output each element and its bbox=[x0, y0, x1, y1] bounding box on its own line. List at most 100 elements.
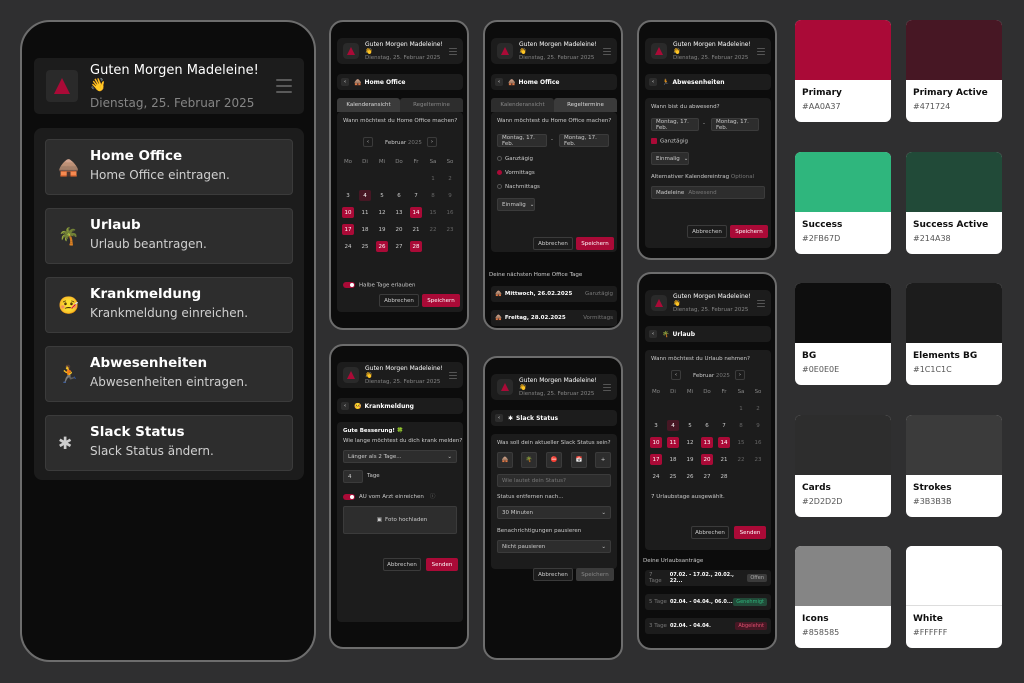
menu-item-home-office[interactable]: 🛖 Home Office Home Office eintragen. bbox=[45, 139, 293, 195]
back-arrow-icon[interactable]: ‹ bbox=[495, 414, 503, 422]
tab-calendar-view[interactable]: Kalenderansicht bbox=[491, 98, 554, 112]
calendar-day[interactable]: 2 bbox=[756, 405, 760, 412]
menu-item-absences[interactable]: 🏃 Abwesenheiten Abwesenheiten eintragen. bbox=[45, 346, 293, 402]
calendar-day[interactable]: 11 bbox=[667, 437, 679, 448]
tab-calendar-view[interactable]: Kalenderansicht bbox=[337, 98, 400, 112]
calendar-day[interactable]: 26 bbox=[376, 241, 388, 252]
checkbox-icon[interactable] bbox=[651, 138, 657, 144]
calendar-day[interactable]: 28 bbox=[410, 241, 422, 252]
list-item[interactable]: 🛖 Mittwoch, 26.02.2025 Ganztägig bbox=[491, 286, 617, 302]
menu-item-sick-note[interactable]: 🤒 Krankmeldung Krankmeldung einreichen. bbox=[45, 277, 293, 333]
calendar-day[interactable]: 15 bbox=[429, 209, 437, 216]
option-full-day[interactable]: Ganztägig bbox=[497, 156, 533, 162]
calendar-day[interactable]: 7 bbox=[414, 192, 418, 199]
tab-regular-dates[interactable]: Regeltermine bbox=[554, 98, 617, 112]
next-month-button[interactable]: › bbox=[427, 137, 437, 147]
status-option-vacation[interactable]: 🌴 bbox=[521, 452, 537, 468]
calendar-day[interactable]: 3 bbox=[346, 192, 350, 199]
calendar-day[interactable]: 10 bbox=[650, 437, 662, 448]
calendar-day[interactable]: 9 bbox=[756, 422, 760, 429]
option-morning[interactable]: Vormittags bbox=[497, 170, 535, 176]
calendar-grid[interactable]: Mo Di Mi Do Fr Sa So 1 2 3 4 5 6 7 8 9 10 11 12 13 14 15 16 17 1… bbox=[650, 386, 764, 482]
duration-select[interactable]: Länger als 2 Tage... ⌄ bbox=[343, 450, 457, 463]
tab-regular-dates[interactable]: Regeltermine bbox=[400, 98, 463, 112]
from-date-field[interactable]: Montag, 17. Feb. bbox=[651, 118, 699, 131]
status-option-calendar[interactable]: 📅 bbox=[571, 452, 587, 468]
calendar-day[interactable]: 8 bbox=[431, 192, 435, 199]
calendar-day[interactable]: 16 bbox=[754, 439, 762, 446]
menu-item-slack-status[interactable]: ✱ Slack Status Slack Status ändern. bbox=[45, 415, 293, 471]
calendar-day[interactable]: 13 bbox=[395, 209, 403, 216]
remove-after-select[interactable]: 30 Minuten ⌄ bbox=[497, 506, 611, 519]
photo-upload-button[interactable]: ▣ Foto hochladen bbox=[343, 506, 457, 534]
calendar-day[interactable]: 24 bbox=[344, 243, 352, 250]
calendar-day[interactable]: 17 bbox=[342, 224, 354, 235]
hamburger-menu-icon[interactable] bbox=[449, 371, 457, 380]
calendar-day[interactable]: 8 bbox=[739, 422, 743, 429]
radio-icon[interactable] bbox=[497, 170, 502, 175]
cancel-button[interactable]: Abbrechen bbox=[379, 294, 419, 307]
send-button[interactable]: Senden bbox=[426, 558, 458, 571]
calendar-day[interactable]: 4 bbox=[359, 190, 371, 201]
save-button[interactable]: Speichern bbox=[576, 568, 614, 581]
list-item[interactable]: 7 Tage 07.02. - 17.02., 20.02., 22... Offe… bbox=[645, 570, 771, 586]
calendar-day[interactable]: 21 bbox=[720, 456, 728, 463]
calendar-day[interactable]: 6 bbox=[397, 192, 401, 199]
alt-entry-input[interactable]: Madeleine Abwesend bbox=[651, 186, 765, 199]
back-arrow-icon[interactable]: ‹ bbox=[649, 330, 657, 338]
calendar-day[interactable]: 9 bbox=[448, 192, 452, 199]
calendar-day[interactable]: 23 bbox=[754, 456, 762, 463]
calendar-day[interactable]: 20 bbox=[395, 226, 403, 233]
calendar-day[interactable]: 25 bbox=[361, 243, 369, 250]
radio-icon[interactable] bbox=[497, 156, 502, 161]
calendar-day[interactable]: 10 bbox=[342, 207, 354, 218]
calendar-day[interactable]: 17 bbox=[650, 454, 662, 465]
doctor-note-toggle[interactable]: AU vom Arzt einreichen ⓘ bbox=[343, 492, 435, 500]
toggle-switch[interactable] bbox=[343, 282, 355, 288]
calendar-day[interactable]: 20 bbox=[701, 454, 713, 465]
back-arrow-icon[interactable]: ‹ bbox=[649, 78, 657, 86]
status-input[interactable]: Wie lautet dein Status? bbox=[497, 474, 611, 487]
calendar-day[interactable]: 18 bbox=[361, 226, 369, 233]
option-afternoon[interactable]: Nachmittags bbox=[497, 184, 540, 190]
menu-item-vacation[interactable]: 🌴 Urlaub Urlaub beantragen. bbox=[45, 208, 293, 264]
next-month-button[interactable]: › bbox=[735, 370, 745, 380]
status-option-home[interactable]: 🛖 bbox=[497, 452, 513, 468]
calendar-day[interactable]: 25 bbox=[669, 473, 677, 480]
calendar-day[interactable]: 21 bbox=[412, 226, 420, 233]
calendar-day[interactable]: 1 bbox=[431, 175, 435, 182]
status-option-busy[interactable]: ⛔ bbox=[546, 452, 562, 468]
hamburger-menu-icon[interactable] bbox=[757, 47, 765, 56]
back-arrow-icon[interactable]: ‹ bbox=[495, 78, 503, 86]
pause-notifications-select[interactable]: Nicht pausieren ⌄ bbox=[497, 540, 611, 553]
to-date-field[interactable]: Montag, 17. Feb. bbox=[711, 118, 759, 131]
repeat-select[interactable]: Einmalig ⌄ bbox=[651, 152, 689, 165]
calendar-day[interactable]: 5 bbox=[380, 192, 384, 199]
repeat-select[interactable]: Einmalig ⌄ bbox=[497, 198, 535, 211]
calendar-day[interactable]: 4 bbox=[667, 420, 679, 431]
calendar-day[interactable]: 27 bbox=[703, 473, 711, 480]
cancel-button[interactable]: Abbrechen bbox=[533, 568, 573, 581]
calendar-day[interactable]: 28 bbox=[720, 473, 728, 480]
hamburger-menu-icon[interactable] bbox=[449, 47, 457, 56]
calendar-day[interactable]: 14 bbox=[718, 437, 730, 448]
radio-icon[interactable] bbox=[497, 184, 502, 189]
prev-month-button[interactable]: ‹ bbox=[363, 137, 373, 147]
calendar-day[interactable]: 1 bbox=[739, 405, 743, 412]
toggle-switch[interactable] bbox=[343, 493, 355, 500]
calendar-day[interactable]: 19 bbox=[686, 456, 694, 463]
back-arrow-icon[interactable]: ‹ bbox=[341, 78, 349, 86]
half-days-toggle[interactable]: Halbe Tage erlauben bbox=[343, 282, 416, 289]
calendar-day[interactable]: 12 bbox=[686, 439, 694, 446]
calendar-day[interactable]: 12 bbox=[378, 209, 386, 216]
list-item[interactable]: 5 Tage 02.04. - 04.04., 06.0... Genehmigt bbox=[645, 594, 771, 610]
from-date-field[interactable]: Montag, 17. Feb. bbox=[497, 134, 547, 147]
hamburger-menu-icon[interactable] bbox=[603, 383, 611, 392]
hamburger-menu-icon[interactable] bbox=[757, 299, 765, 308]
calendar-day[interactable]: 7 bbox=[722, 422, 726, 429]
add-status-button[interactable]: + bbox=[595, 452, 611, 468]
hamburger-menu-icon[interactable] bbox=[276, 77, 292, 95]
calendar-day[interactable]: 13 bbox=[701, 437, 713, 448]
calendar-grid[interactable]: Mo Di Mi Do Fr Sa So 1 2 3 4 5 6 7 8 9 10 11 12 13 14 15 16 17 1… bbox=[342, 156, 456, 252]
save-button[interactable]: Speichern bbox=[576, 237, 614, 250]
